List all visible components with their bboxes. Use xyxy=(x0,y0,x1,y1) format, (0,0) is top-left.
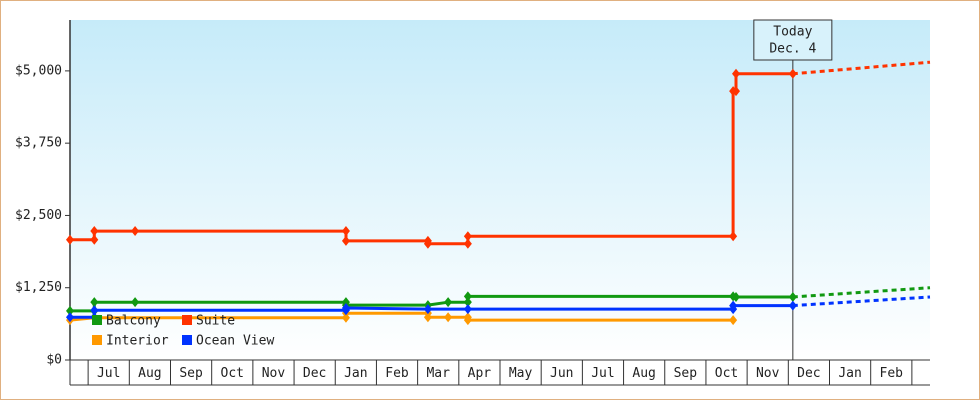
x-tick-label: Jan xyxy=(344,366,367,381)
point xyxy=(444,297,453,308)
forecast-line xyxy=(792,60,931,76)
legend-label: Interior xyxy=(106,334,169,349)
point xyxy=(788,300,797,311)
x-tick-label: Nov xyxy=(262,366,286,381)
point xyxy=(444,312,453,323)
point xyxy=(66,234,74,245)
x-tick-label: Feb xyxy=(385,366,409,381)
point xyxy=(463,297,472,308)
x-tick-label: Dec xyxy=(303,366,326,381)
point xyxy=(423,312,432,323)
today-label: Dec. 4 xyxy=(769,42,816,57)
point xyxy=(341,235,350,246)
point xyxy=(788,68,797,79)
point xyxy=(729,315,738,326)
x-tick-label: Jul xyxy=(97,366,120,381)
point xyxy=(66,305,74,316)
point xyxy=(341,226,350,237)
point xyxy=(463,238,472,249)
y-tick-label: $3,750 xyxy=(15,136,62,151)
x-tick-label: Aug xyxy=(138,366,161,381)
point xyxy=(131,297,140,308)
today-label: Today xyxy=(773,25,812,40)
point xyxy=(66,312,74,323)
x-tick-label: Dec xyxy=(797,366,820,381)
point xyxy=(729,300,738,311)
forecast-line xyxy=(792,295,931,308)
x-tick-label: Aug xyxy=(632,366,655,381)
point xyxy=(463,291,472,302)
x-tick-label: Jul xyxy=(591,366,614,381)
point xyxy=(341,302,350,313)
x-tick-label: Feb xyxy=(880,366,904,381)
point xyxy=(90,305,99,316)
x-tick-label: Jan xyxy=(838,366,861,381)
legend-swatch xyxy=(92,315,102,325)
legend-swatch xyxy=(182,335,192,345)
point xyxy=(423,304,432,315)
point xyxy=(732,291,741,302)
y-tick-label: $1,250 xyxy=(15,280,62,295)
point xyxy=(90,226,99,237)
today-box xyxy=(753,19,833,61)
x-tick-label: Oct xyxy=(715,366,738,381)
forecast-line xyxy=(792,286,931,299)
x-tick-label: Apr xyxy=(468,366,492,381)
point xyxy=(423,238,432,249)
y-tick-label: $5,000 xyxy=(15,63,62,78)
legend-label: Suite xyxy=(196,314,235,329)
x-tick-label: Sep xyxy=(179,366,203,381)
x-tick-label: Jun xyxy=(550,366,573,381)
point xyxy=(463,231,472,242)
y-tick-label: $2,500 xyxy=(15,208,62,223)
point xyxy=(729,231,738,242)
point xyxy=(788,291,797,302)
x-tick-label: Sep xyxy=(674,366,698,381)
point xyxy=(463,304,472,315)
point xyxy=(90,234,99,245)
legend-label: Ocean View xyxy=(196,334,274,349)
point xyxy=(131,226,140,237)
x-tick-label: Nov xyxy=(756,366,780,381)
x-tick-label: Oct xyxy=(221,366,244,381)
legend-swatch xyxy=(182,315,192,325)
legend-label: Balcony xyxy=(106,314,161,329)
x-tick-label: Mar xyxy=(426,366,450,381)
legend-swatch xyxy=(92,335,102,345)
y-tick-label: $0 xyxy=(46,353,62,368)
point xyxy=(732,86,741,97)
point xyxy=(463,315,472,326)
point xyxy=(90,297,99,308)
point xyxy=(732,68,741,79)
x-tick-label: May xyxy=(509,366,533,381)
